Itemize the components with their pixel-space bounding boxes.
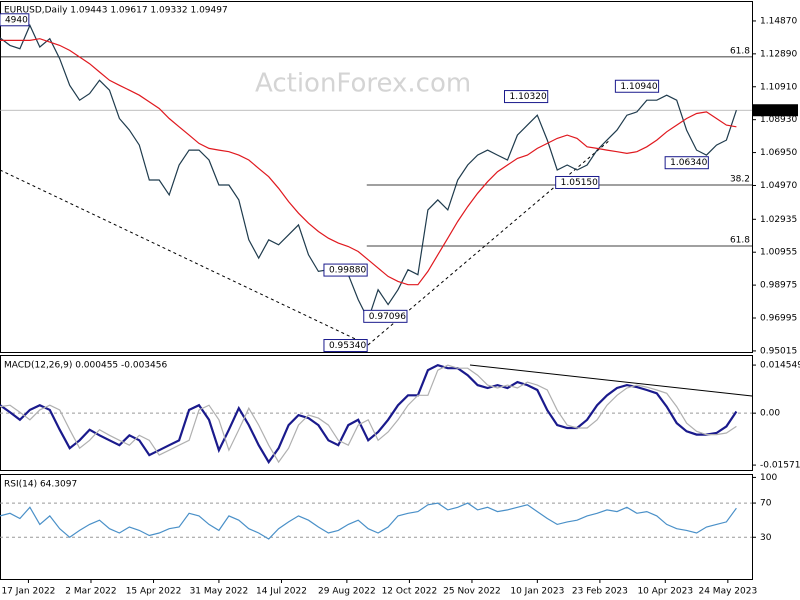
price-annotation-box — [363, 309, 408, 323]
x-tick-label: 15 Apr 2022 — [126, 587, 182, 597]
y-tick-label: 100 — [760, 473, 777, 483]
price-annotation: 1.10320 — [509, 92, 546, 102]
price-annotation: 0.95340 — [329, 341, 366, 351]
y-tick-label: 1.02935 — [760, 215, 797, 225]
price-annotation-box — [555, 175, 600, 189]
price-panel — [0, 1, 753, 353]
x-tick-label: 10 Jan 2023 — [510, 587, 564, 597]
x-tick-label: 2 Mar 2022 — [65, 587, 116, 597]
rsi-panel — [0, 474, 753, 580]
price-annotation-box — [323, 263, 368, 277]
y-tick-label: 0.014549 — [760, 361, 800, 371]
y-tick-label: 0.95015 — [760, 346, 797, 356]
y-tick-label: 0.96995 — [760, 314, 797, 324]
price-annotation-box — [664, 156, 709, 170]
macd-trend-line — [469, 364, 753, 397]
series-line — [0, 502, 737, 540]
y-tick-label: 1.08930 — [760, 115, 797, 125]
macd-title: MACD(12,26,9) 0.000455 -0.003456 — [4, 361, 167, 371]
y-tick-label: 1.14870 — [760, 16, 797, 26]
last-price-label: 1.09497 — [757, 106, 794, 116]
y-tick-label: 0.98975 — [760, 281, 797, 291]
trend-line — [367, 139, 611, 346]
price-annotation-box — [0, 13, 30, 27]
series-line — [0, 364, 737, 464]
price-annotation: 0.99880 — [329, 266, 366, 276]
x-tick-label: 12 Oct 2022 — [382, 587, 438, 597]
price-annotation-box — [323, 339, 368, 353]
y-tick-label: 70 — [760, 499, 772, 509]
price-annotation: 0.97096 — [369, 312, 406, 322]
y-tick-label: 30 — [760, 533, 772, 543]
x-tick-label: 10 Apr 2023 — [637, 587, 693, 597]
y-tick-label: 0.00 — [760, 409, 780, 419]
fib-label: 61.8 — [730, 46, 750, 56]
fib-label: 38.2 — [730, 174, 750, 184]
x-tick-label: 23 Feb 2023 — [572, 587, 628, 597]
y-tick-label: -0.015712 — [760, 461, 800, 471]
rsi-title: RSI(14) 64.3097 — [4, 480, 77, 490]
price-annotation: 1.06340 — [670, 158, 707, 168]
x-tick-label: 29 Aug 2022 — [318, 587, 376, 597]
chart-title: EURUSD,Daily 1.09443 1.09617 1.09332 1.0… — [4, 6, 228, 16]
price-annotation-box — [614, 79, 660, 93]
series-line — [0, 38, 737, 286]
x-tick-label: 17 Jan 2022 — [1, 587, 55, 597]
y-tick-label: 1.00955 — [760, 248, 797, 258]
watermark: ActionForex.com — [255, 69, 471, 99]
price-annotation-box — [503, 90, 549, 104]
y-tick-label: 1.06950 — [760, 148, 797, 158]
x-tick-label: 31 May 2022 — [190, 587, 249, 597]
trend-line — [0, 169, 369, 346]
fib-label: 61.8 — [730, 235, 750, 245]
y-tick-label: 1.04970 — [760, 181, 797, 191]
x-tick-label: 25 Nov 2022 — [443, 587, 501, 597]
y-tick-label: 1.10910 — [760, 82, 797, 92]
x-tick-label: 14 Jul 2022 — [256, 587, 307, 597]
x-tick-label: 24 May 2023 — [698, 587, 757, 597]
price-annotation: 1.05150 — [561, 178, 598, 188]
y-tick-label: 1.12890 — [760, 49, 797, 59]
price-annotation: 4940 — [5, 15, 28, 25]
last-price-box — [752, 104, 798, 117]
price-annotation: 1.10940 — [620, 82, 657, 92]
